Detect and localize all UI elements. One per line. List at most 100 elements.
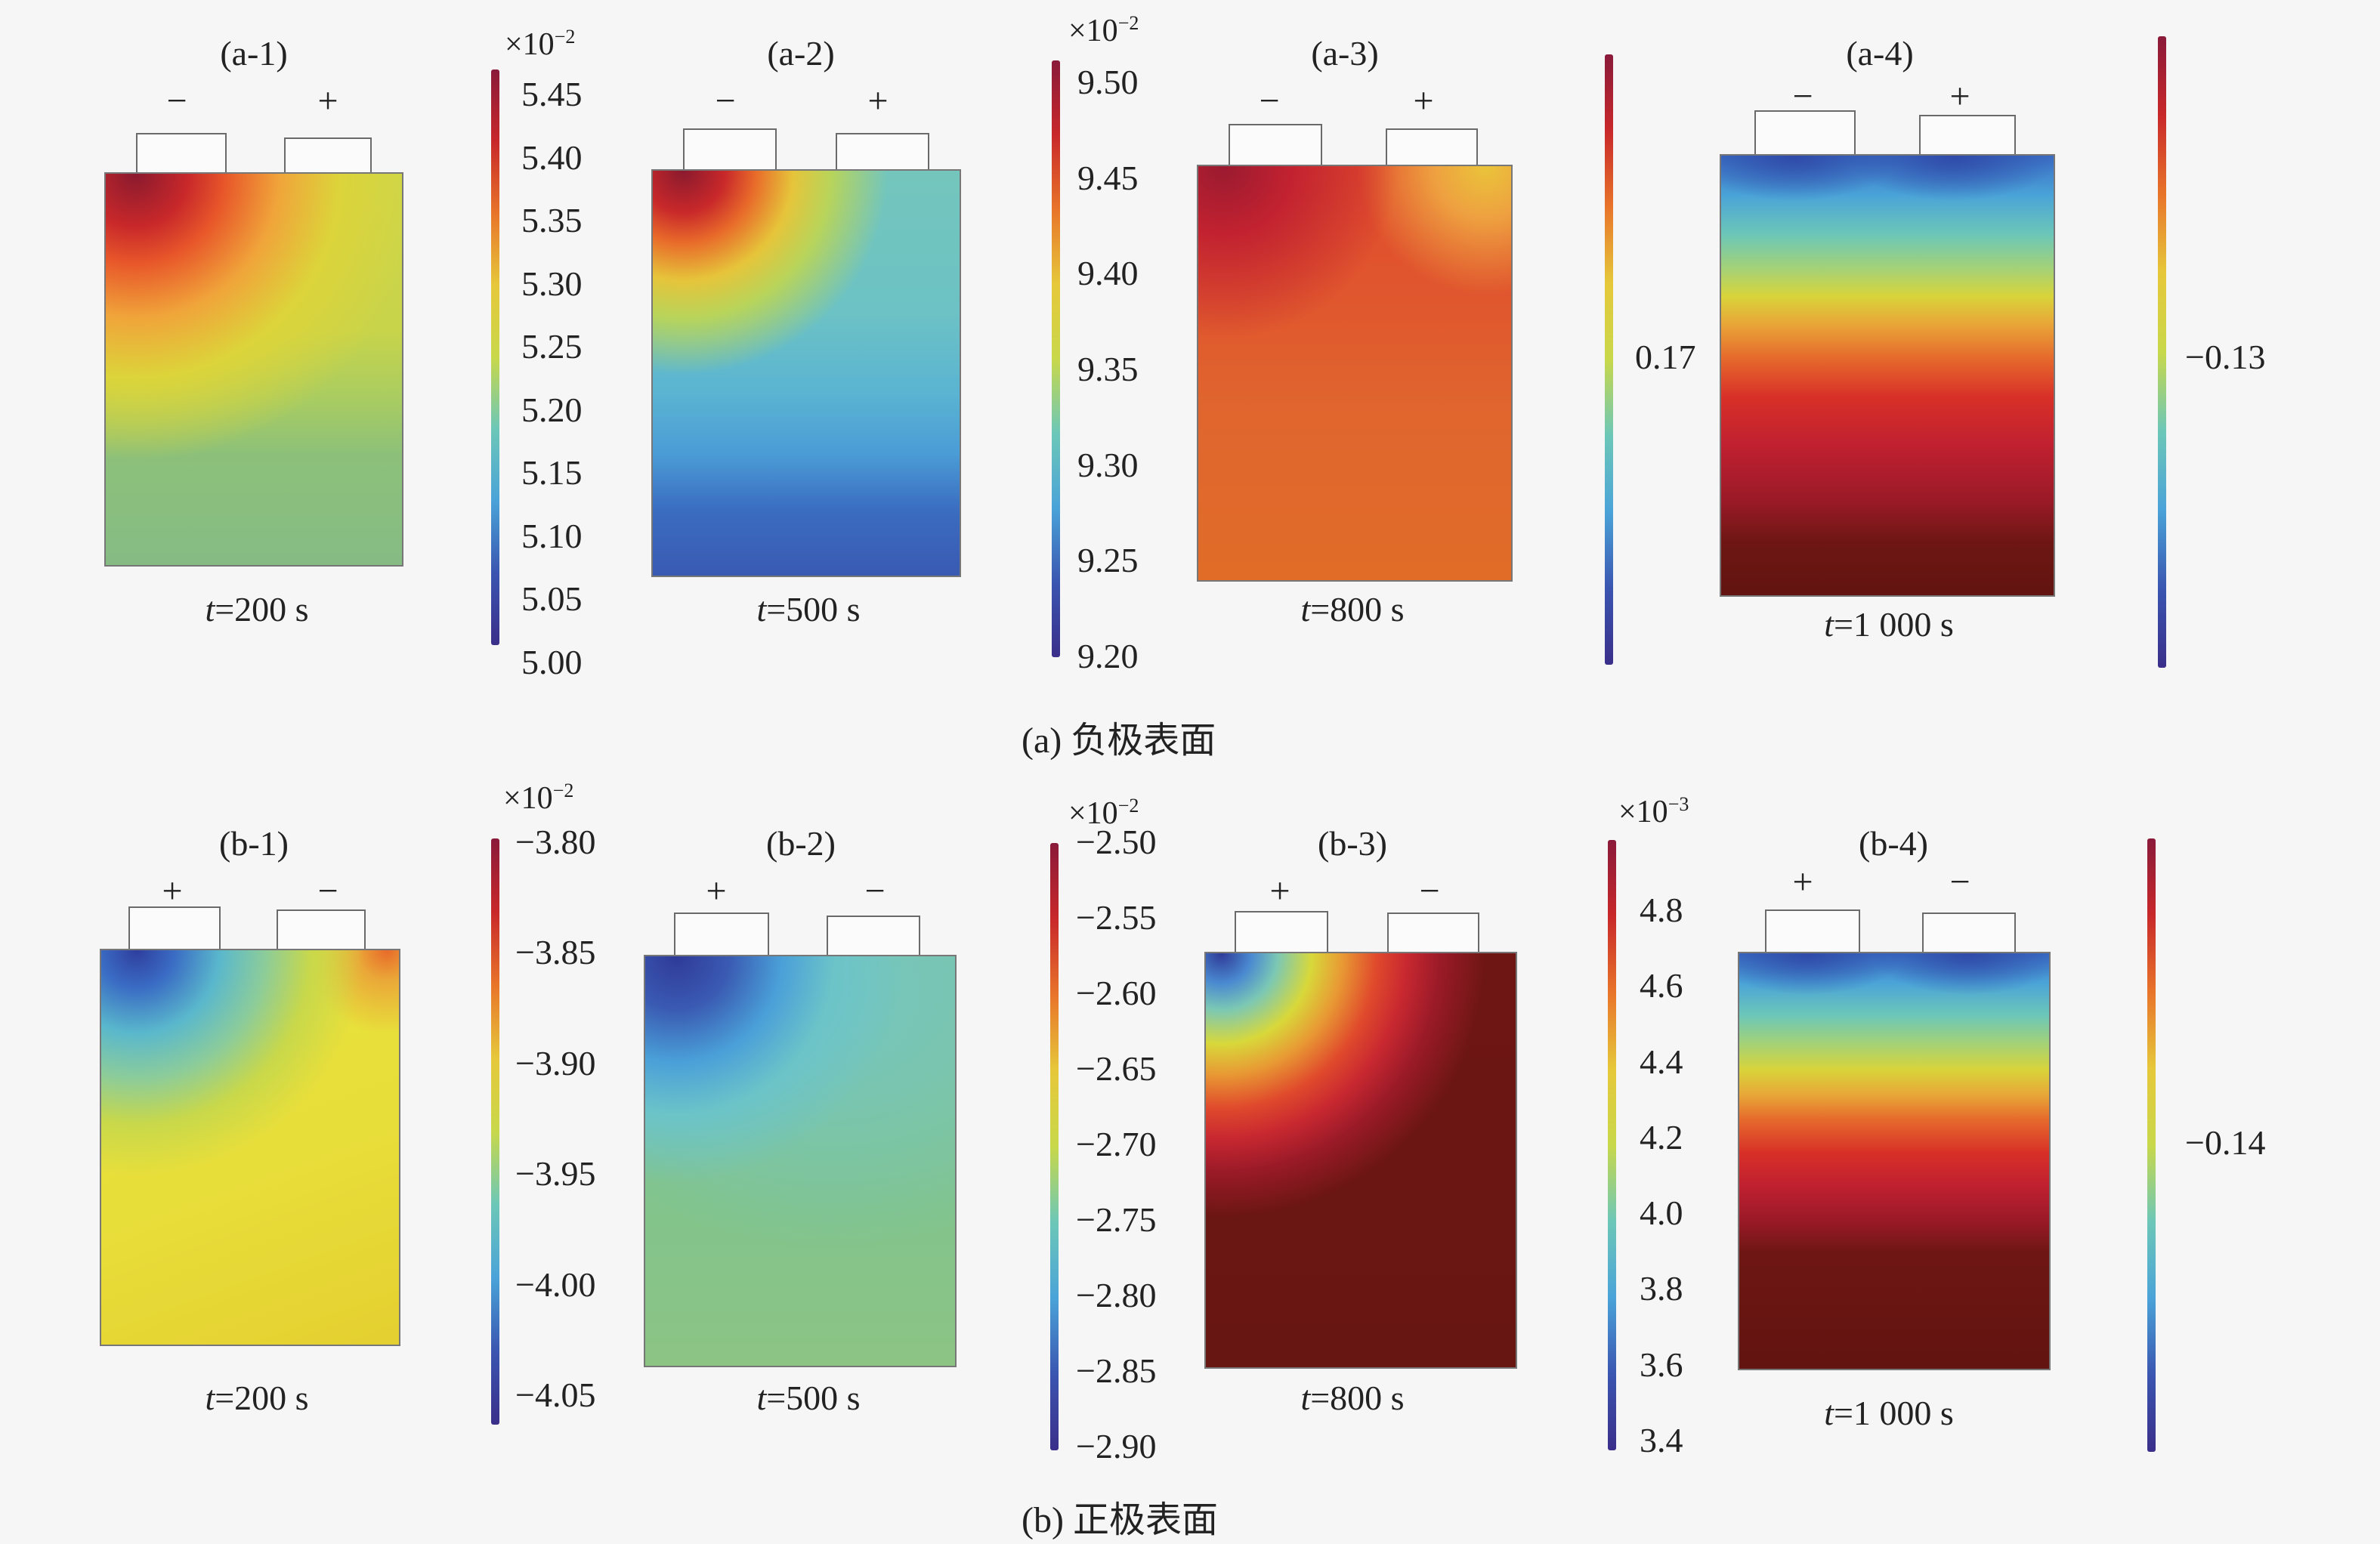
time-variable: t [756, 590, 767, 628]
time-label: t=800 s [1239, 589, 1466, 629]
time-value: =500 s [766, 1379, 861, 1417]
terminal-tab [683, 128, 777, 171]
panel-label: (a-2) [767, 34, 835, 73]
exp-power: −2 [552, 780, 574, 801]
colorbar-tick-label: 5.45 [521, 75, 583, 113]
colorbar-mid-value: 0.17 [1635, 338, 1696, 376]
panel-label: (b-3) [1318, 824, 1387, 863]
exp-power: −2 [1117, 12, 1139, 34]
terminal-sign-right: + [1413, 81, 1434, 121]
terminal-sign-right: − [1949, 862, 1970, 902]
exp-base: ×10 [1068, 14, 1118, 48]
concentration-field-map [1738, 952, 2051, 1370]
colorbar-tick-label: −2.80 [1076, 1276, 1157, 1314]
time-value: =800 s [1310, 1379, 1405, 1417]
terminal-tab [836, 133, 929, 171]
colorbar-tick-label: 4.8 [1640, 891, 1683, 929]
concentration-field-map [1204, 952, 1517, 1369]
colorbar-tick-label: −3.95 [515, 1154, 596, 1194]
terminal-sign-left: + [706, 871, 727, 911]
colorbar-mid-value: −0.14 [2185, 1123, 2266, 1162]
colorbar-gradient [1608, 840, 1616, 1450]
panel-label: (b-1) [219, 824, 289, 863]
time-variable: t [1300, 1379, 1311, 1417]
exp-base: ×10 [1068, 796, 1118, 831]
colorbar-gradient [1605, 54, 1613, 665]
colorbar-tick-label: −3.80 [515, 823, 596, 861]
terminal-sign-right: − [1419, 871, 1440, 911]
concentration-field-map [1197, 165, 1513, 582]
caption-positive-surface: (b) 正极表面 [1022, 1500, 1218, 1540]
colorbar-tick-label: 9.30 [1077, 445, 1139, 484]
time-label: t=1 000 s [1776, 1393, 2002, 1433]
terminal-tab [827, 916, 920, 956]
terminal-tab [1922, 913, 2016, 953]
panel-label: (b-4) [1859, 824, 1928, 863]
time-value: =200 s [215, 590, 309, 628]
concentration-field-map [651, 169, 961, 577]
terminal-sign-left: + [162, 871, 183, 911]
terminal-sign-right: + [867, 81, 889, 121]
panel-label: (a-1) [220, 34, 288, 73]
terminal-tab [1919, 115, 2016, 156]
time-variable: t [1300, 590, 1311, 628]
colorbar-tick-label: 9.25 [1077, 541, 1139, 580]
exp-base: ×10 [503, 781, 553, 816]
concentration-field-map [100, 949, 400, 1346]
colorbar-gradient [1052, 60, 1060, 657]
colorbar-gradient [1050, 843, 1059, 1450]
terminal-tab [1229, 124, 1322, 166]
colorbar-gradient [2158, 36, 2166, 668]
time-label: t=200 s [144, 1378, 370, 1418]
time-value: =800 s [1310, 590, 1405, 628]
colorbar-tick-label: −3.90 [515, 1043, 596, 1082]
exp-power: −3 [1668, 793, 1689, 815]
exp-base: ×10 [1618, 795, 1668, 829]
colorbar-tick-label: −2.85 [1076, 1351, 1157, 1390]
terminal-tab [1387, 913, 1479, 953]
exp-base: ×10 [505, 27, 555, 62]
colorbar-tick-label: 5.25 [521, 327, 583, 366]
concentration-field-map [644, 955, 957, 1367]
colorbar-tick-label: 5.05 [521, 579, 583, 619]
colorbar-gradient [2147, 838, 2156, 1452]
terminal-tab [1235, 911, 1328, 953]
colorbar-tick-label: 5.00 [521, 643, 583, 681]
exp-power: −2 [1117, 795, 1139, 817]
time-label: t=500 s [695, 589, 922, 629]
colorbar-exponent: ×10−3 [1618, 793, 1689, 830]
exp-power: −2 [554, 26, 576, 48]
panel-label: (b-2) [766, 824, 836, 863]
colorbar-tick-label: 3.8 [1640, 1269, 1683, 1308]
colorbar-tick-label: −2.90 [1076, 1427, 1157, 1465]
colorbar-tick-label: 9.20 [1077, 637, 1139, 675]
time-value: =200 s [215, 1379, 309, 1417]
colorbar-tick-label: 9.45 [1077, 158, 1139, 197]
colorbar-tick-label: 4.2 [1640, 1117, 1683, 1156]
terminal-tab [1765, 909, 1860, 953]
colorbar-tick-label: −2.50 [1076, 823, 1157, 861]
time-variable: t [756, 1379, 767, 1417]
colorbar-tick-label: −2.55 [1076, 898, 1157, 937]
caption-negative-surface: (a) 负极表面 [1022, 721, 1216, 761]
terminal-tab [284, 137, 372, 174]
colorbar-exponent: ×10−2 [505, 26, 575, 63]
concentration-field-map [104, 172, 403, 567]
terminal-sign-left: + [1792, 862, 1813, 902]
time-variable: t [205, 590, 215, 628]
time-value: =1 000 s [1833, 1394, 1954, 1432]
colorbar-tick-label: −2.70 [1076, 1125, 1157, 1163]
colorbar-tick-label: 3.4 [1640, 1421, 1683, 1459]
time-label: t=1 000 s [1776, 604, 2002, 644]
terminal-sign-right: + [317, 81, 338, 121]
time-label: t=200 s [144, 589, 370, 629]
colorbar-tick-label: −2.75 [1076, 1200, 1157, 1239]
colorbar-tick-label: 3.6 [1640, 1345, 1683, 1384]
time-variable: t [1824, 605, 1834, 644]
colorbar-tick-label: 5.20 [521, 390, 583, 429]
colorbar-tick-label: 5.15 [521, 453, 583, 493]
terminal-sign-left: − [1792, 76, 1813, 116]
colorbar-tick-label: −2.60 [1076, 974, 1157, 1012]
colorbar-tick-label: −3.85 [515, 933, 596, 972]
time-label: t=800 s [1239, 1378, 1466, 1418]
